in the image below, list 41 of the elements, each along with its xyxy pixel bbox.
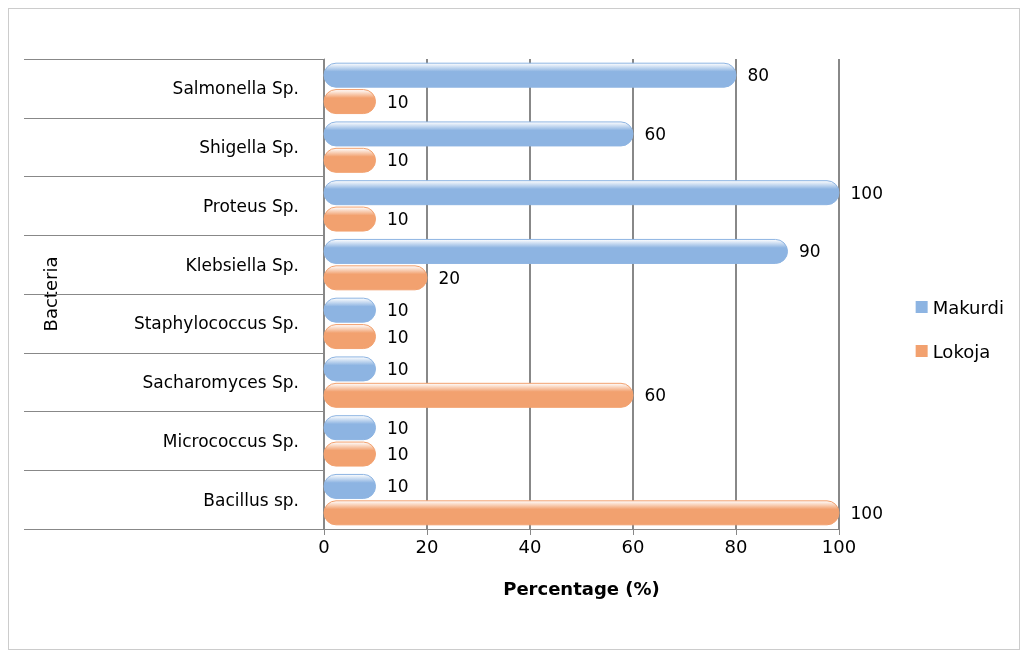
data-label: 10 — [387, 300, 409, 321]
bar — [323, 238, 788, 264]
y-axis-title: Bacteria — [39, 256, 61, 332]
data-label: 10 — [387, 150, 409, 171]
y-tick-label: Salmonella Sp. — [172, 78, 299, 99]
data-label: 10 — [387, 476, 409, 497]
legend-label: Makurdi — [932, 296, 1005, 318]
x-tick-label: 20 — [415, 535, 439, 557]
data-label: 100 — [850, 182, 883, 203]
data-label: 100 — [850, 502, 883, 523]
data-label: 10 — [387, 417, 409, 438]
data-label: 20 — [438, 267, 461, 288]
bar — [323, 265, 428, 291]
bar — [323, 382, 634, 408]
data-label: 10 — [387, 326, 409, 347]
x-tick-label: 0 — [318, 535, 330, 557]
x-tick-label: 100 — [821, 535, 857, 557]
x-tick-label: 60 — [621, 535, 645, 557]
data-label: 60 — [644, 385, 667, 406]
bar — [323, 180, 840, 206]
data-label: 10 — [387, 91, 409, 112]
bar — [323, 62, 737, 88]
y-tick-label: Klebsiella Sp. — [185, 254, 299, 275]
legend-label: Lokoja — [932, 340, 991, 362]
y-tick-label: Micrococcus Sp. — [162, 430, 299, 451]
bar — [323, 500, 840, 526]
y-tick-label: Shigella Sp. — [199, 137, 299, 158]
y-tick-label: Staphylococcus Sp. — [133, 313, 299, 334]
y-tick-label: Proteus Sp. — [202, 195, 299, 216]
x-tick-label: 40 — [518, 535, 542, 557]
bar — [323, 121, 634, 147]
data-label: 90 — [799, 241, 821, 262]
data-label: 80 — [747, 65, 770, 86]
data-label: 10 — [387, 444, 409, 465]
y-tick-label: Bacillus sp. — [203, 489, 299, 510]
data-label: 10 — [387, 209, 409, 230]
x-tick-label: 80 — [724, 535, 748, 557]
y-tick-label: Sacharomyces Sp. — [142, 372, 299, 393]
x-axis-title: Percentage (%) — [503, 577, 660, 599]
data-label: 10 — [387, 358, 409, 379]
data-label: 60 — [644, 123, 667, 144]
